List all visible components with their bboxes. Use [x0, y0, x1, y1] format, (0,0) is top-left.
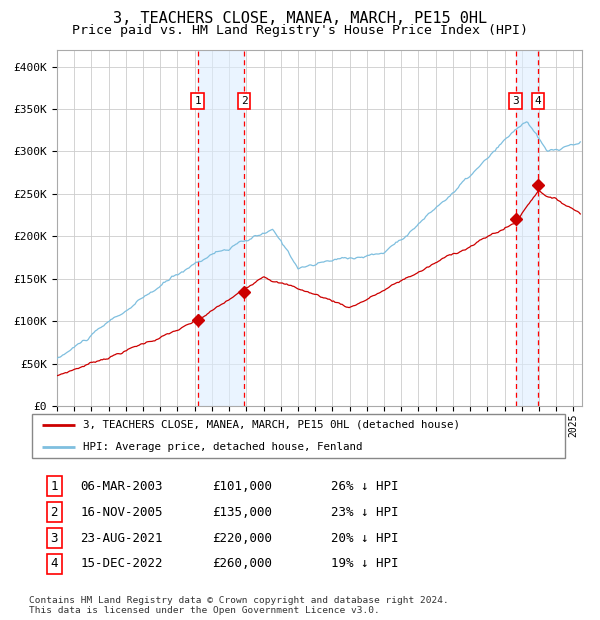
Text: Price paid vs. HM Land Registry's House Price Index (HPI): Price paid vs. HM Land Registry's House … [72, 24, 528, 37]
Text: 3: 3 [50, 531, 58, 544]
Text: 1: 1 [50, 480, 58, 493]
Text: 3, TEACHERS CLOSE, MANEA, MARCH, PE15 0HL: 3, TEACHERS CLOSE, MANEA, MARCH, PE15 0H… [113, 11, 487, 26]
Text: 16-NOV-2005: 16-NOV-2005 [80, 506, 163, 518]
Text: 20% ↓ HPI: 20% ↓ HPI [331, 531, 399, 544]
Text: 2: 2 [50, 506, 58, 518]
Text: £135,000: £135,000 [212, 506, 272, 518]
Text: 2: 2 [241, 96, 248, 106]
Text: 19% ↓ HPI: 19% ↓ HPI [331, 557, 399, 570]
Text: 3: 3 [512, 96, 519, 106]
Text: HPI: Average price, detached house, Fenland: HPI: Average price, detached house, Fenl… [83, 442, 362, 452]
Text: £260,000: £260,000 [212, 557, 272, 570]
Text: £101,000: £101,000 [212, 480, 272, 493]
Text: 4: 4 [50, 557, 58, 570]
Text: Contains HM Land Registry data © Crown copyright and database right 2024.
This d: Contains HM Land Registry data © Crown c… [29, 596, 449, 615]
Bar [197, 50, 244, 406]
Text: 26% ↓ HPI: 26% ↓ HPI [331, 480, 399, 493]
Text: 15-DEC-2022: 15-DEC-2022 [80, 557, 163, 570]
FancyBboxPatch shape [32, 414, 565, 458]
Text: 4: 4 [535, 96, 542, 106]
Text: 06-MAR-2003: 06-MAR-2003 [80, 480, 163, 493]
Text: 3, TEACHERS CLOSE, MANEA, MARCH, PE15 0HL (detached house): 3, TEACHERS CLOSE, MANEA, MARCH, PE15 0H… [83, 420, 460, 430]
Text: 23% ↓ HPI: 23% ↓ HPI [331, 506, 399, 518]
Text: £220,000: £220,000 [212, 531, 272, 544]
Text: 1: 1 [194, 96, 201, 106]
Bar [515, 50, 538, 406]
Text: 23-AUG-2021: 23-AUG-2021 [80, 531, 163, 544]
